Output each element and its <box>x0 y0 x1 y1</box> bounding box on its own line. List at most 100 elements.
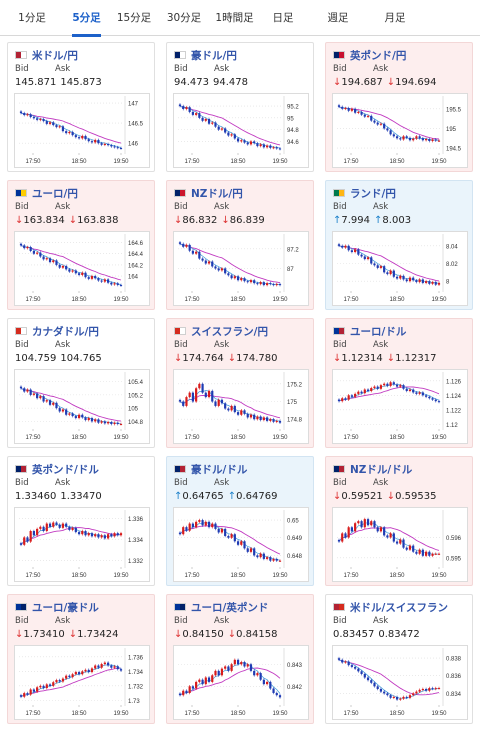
candle <box>269 555 272 563</box>
pair-header[interactable]: ランド/円 <box>333 186 396 200</box>
candle <box>68 412 71 417</box>
tab-8[interactable]: 月足 <box>384 12 406 24</box>
pair-header[interactable]: ユーロ/豪ドル <box>15 600 99 614</box>
candle <box>347 106 350 113</box>
pair-header[interactable]: スイスフラン/円 <box>174 324 268 338</box>
pair-header[interactable]: 豪ドル/ドル <box>174 462 247 476</box>
pair-header[interactable]: 米ドル/スイスフラン <box>333 600 448 614</box>
pair-name[interactable]: ユーロ/ドル <box>350 325 407 338</box>
tab-5[interactable]: 1時間足 <box>215 12 254 24</box>
price-chart[interactable]: 175.2 175 174.8 17:50 18:50 19:50 <box>173 369 309 444</box>
candle <box>90 667 94 674</box>
price-chart[interactable]: 0.838 0.836 0.834 17:50 18:50 19:50 <box>332 645 468 720</box>
y-tick-label: 105.4 <box>128 380 144 386</box>
candle <box>431 138 434 143</box>
price-chart[interactable]: 1.336 1.334 1.332 17:50 18:50 19:50 <box>14 507 150 582</box>
pair-name[interactable]: NZドル/円 <box>191 187 243 200</box>
pair-name[interactable]: ユーロ/円 <box>32 187 78 200</box>
pair-name[interactable]: 豪ドル/円 <box>191 49 237 62</box>
candle <box>240 539 243 547</box>
candle <box>363 255 366 261</box>
pair-name[interactable]: カナダドル/円 <box>32 325 99 338</box>
pair-name[interactable]: スイスフラン/円 <box>191 325 269 338</box>
candle <box>55 123 58 129</box>
currency-pair-card[interactable]: ユーロ/円 Bid Ask ↓163.834 ↓163.838 164.6 164.4 164… <box>7 180 155 310</box>
candle <box>230 273 233 280</box>
pair-name[interactable]: ランド/円 <box>350 187 396 200</box>
pair-header[interactable]: ユーロ/英ポンド <box>174 600 268 614</box>
currency-pair-card[interactable]: 米ドル/円 Bid Ask 145.871 145.873 147 146.5 146 17:5… <box>7 42 155 172</box>
price-chart[interactable]: 1.736 1.734 1.732 1.73 17:50 18:50 19:50 <box>14 645 150 720</box>
price-chart[interactable]: 95.2 95 94.8 94.6 17:50 18:50 19:50 <box>173 93 309 168</box>
currency-pair-card[interactable]: ユーロ/豪ドル Bid Ask ↓1.73410 ↓1.73424 1.736 1.734 1… <box>7 594 155 724</box>
price-chart[interactable]: 8.04 8.02 8 17:50 18:50 19:50 <box>332 231 468 306</box>
pair-header[interactable]: NZドル/ドル <box>333 462 412 476</box>
x-tick-label: 18:50 <box>71 435 87 441</box>
currency-pair-card[interactable]: 英ポンド/円 Bid Ask ↓194.687 ↓194.694 195.5 195 194.… <box>325 42 473 172</box>
pair-name[interactable]: 米ドル/円 <box>32 49 78 62</box>
pair-name[interactable]: NZドル/ドル <box>350 463 413 476</box>
candle <box>71 130 74 137</box>
candle <box>272 145 275 150</box>
pair-name[interactable]: ユーロ/英ポンド <box>191 601 269 614</box>
price-chart[interactable]: 0.596 0.595 17:50 18:50 19:50 <box>332 507 468 582</box>
tab-3[interactable]: 15分足 <box>116 12 152 24</box>
candle <box>207 117 211 126</box>
candle <box>217 527 220 534</box>
pair-header[interactable]: 米ドル/円 <box>15 48 78 62</box>
moving-average-long-line <box>179 525 281 555</box>
candle <box>211 260 214 268</box>
tab-7[interactable]: 週足 <box>327 12 349 24</box>
bid-label: Bid <box>15 340 29 350</box>
pair-header[interactable]: 英ポンド/ドル <box>15 462 99 476</box>
candle <box>45 256 48 261</box>
currency-pair-card[interactable]: スイスフラン/円 Bid Ask ↓174.764 ↓174.780 175.2 175 17… <box>166 318 314 448</box>
pair-header[interactable]: NZドル/円 <box>174 186 243 200</box>
ask-label: Ask <box>55 202 71 212</box>
currency-pair-card[interactable]: 豪ドル/円 Bid Ask 94.473 94.478 95.2 95 94.8 94.6 17:… <box>166 42 314 172</box>
price-chart[interactable]: 164.6 164.4 164.2 164 17:50 18:50 19:50 <box>14 231 150 306</box>
price-chart[interactable]: 1.126 1.124 1.122 1.12 17:50 18:50 19:50 <box>332 369 468 444</box>
candle <box>236 658 240 666</box>
currency-pair-card[interactable]: ランド/円 Bid Ask ↑7.994 ↑8.003 8.04 8.02 8 17:50 18:… <box>325 180 473 310</box>
candle <box>36 527 39 537</box>
tab-4[interactable]: 30分足 <box>166 12 202 24</box>
pair-name[interactable]: 豪ドル/ドル <box>191 463 248 476</box>
currency-pair-card[interactable]: ユーロ/英ポンド Bid Ask ↓0.84150 ↓0.84158 0.843 0.842… <box>166 594 314 724</box>
chart-svg: 195.5 195 194.5 17:50 18:50 19:50 <box>337 96 462 165</box>
currency-pair-card[interactable]: ユーロ/ドル Bid Ask ↓1.12314 ↓1.12317 1.126 1.124 1.… <box>325 318 473 448</box>
currency-pair-card[interactable]: カナダドル/円 Bid Ask 104.759 104.765 105.4 105.2 105… <box>7 318 155 448</box>
currency-pair-card[interactable]: 英ポンド/ドル Bid Ask 1.33460 1.33470 1.336 1.334 1.3… <box>7 456 155 586</box>
price-chart[interactable]: 147 146.5 146 17:50 18:50 19:50 <box>14 93 150 168</box>
candle <box>265 281 269 287</box>
tab-1[interactable]: 1分足 <box>18 12 46 24</box>
currency-pair-card[interactable]: NZドル/ドル Bid Ask ↓0.59521 ↓0.59535 0.596 0.595 1… <box>325 456 473 586</box>
price-chart[interactable]: 87.2 87 17:50 18:50 19:50 <box>173 231 309 306</box>
candle <box>227 271 230 277</box>
price-chart[interactable]: 0.843 0.842 17:50 18:50 19:50 <box>173 645 309 720</box>
pair-name[interactable]: 英ポンド/円 <box>350 49 407 62</box>
candle <box>195 520 198 529</box>
tab-6[interactable]: 日足 <box>272 12 294 24</box>
candle <box>415 134 418 140</box>
candle <box>61 264 65 270</box>
candle <box>36 251 39 256</box>
pair-header[interactable]: カナダドル/円 <box>15 324 99 338</box>
pair-header[interactable]: 豪ドル/円 <box>174 48 237 62</box>
currency-pair-card[interactable]: 米ドル/スイスフラン Bid Ask 0.83457 0.83472 0.838 0.836… <box>325 594 473 724</box>
pair-name[interactable]: 英ポンド/ドル <box>32 463 99 476</box>
pair-header[interactable]: ユーロ/ドル <box>333 324 406 338</box>
candle <box>395 134 399 140</box>
candle <box>230 532 233 540</box>
currency-pair-card[interactable]: 豪ドル/ドル Bid Ask ↑0.64765 ↑0.64769 0.65 0.649 0.6… <box>166 456 314 586</box>
candle <box>249 140 253 146</box>
price-chart[interactable]: 0.65 0.649 0.648 17:50 18:50 19:50 <box>173 507 309 582</box>
price-chart[interactable]: 105.4 105.2 105 104.8 17:50 18:50 19:50 <box>14 369 150 444</box>
pair-name[interactable]: ユーロ/豪ドル <box>32 601 99 614</box>
pair-header[interactable]: ユーロ/円 <box>15 186 78 200</box>
currency-pair-card[interactable]: NZドル/円 Bid Ask ↓86.832 ↓86.839 87.2 87 17:50 18:… <box>166 180 314 310</box>
tab-2[interactable]: 5分足 <box>64 0 109 37</box>
pair-header[interactable]: 英ポンド/円 <box>333 48 406 62</box>
price-chart[interactable]: 195.5 195 194.5 17:50 18:50 19:50 <box>332 93 468 168</box>
pair-name[interactable]: 米ドル/スイスフラン <box>350 601 449 614</box>
